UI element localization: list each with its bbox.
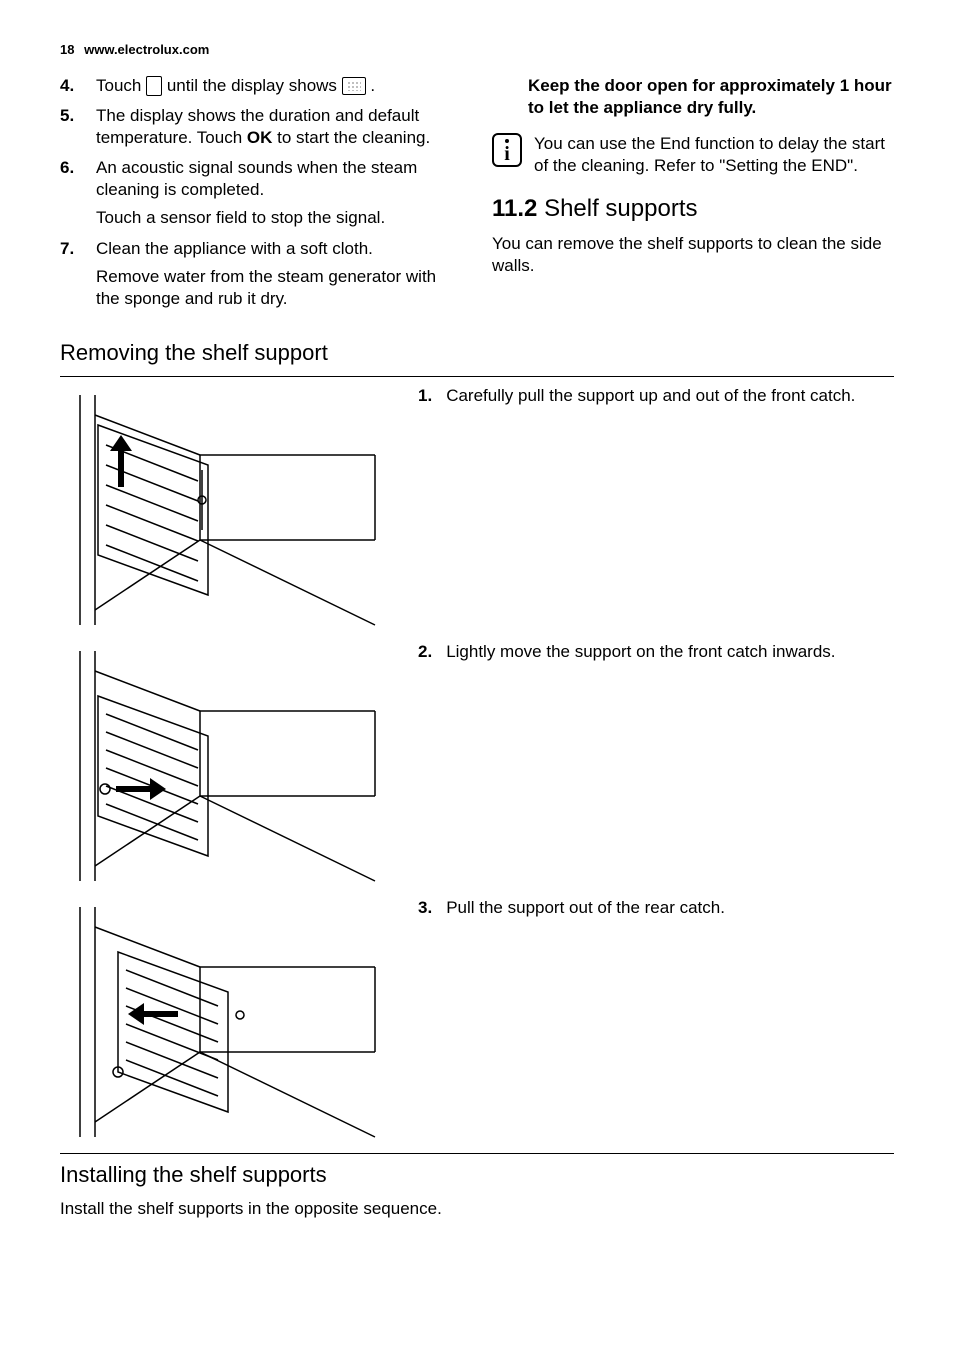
illus-step-2: 2. Lightly move the support on the front… [418,641,894,663]
section-body: You can remove the shelf supports to cle… [492,233,894,277]
info-text: You can use the End function to delay th… [534,133,894,177]
step-5: 5. The display shows the duration and de… [96,105,462,149]
illus-row-1: 1. Carefully pull the support up and out… [60,385,894,631]
step-list: 4. Touch until the display shows . 5. Th… [60,75,462,310]
step-2-col: 2. Lightly move the support on the front… [418,641,894,887]
installing-body: Install the shelf supports in the opposi… [60,1198,460,1220]
illus-row-3: 3. Pull the support out of the rear catc… [60,897,894,1143]
display-icon [342,77,366,95]
section-heading: 11.2 Shelf supports [492,195,894,223]
info-icon: i [492,133,522,167]
step-4: 4. Touch until the display shows . [96,75,462,97]
page-number: 18 [60,42,74,57]
page-header: 18 www.electrolux.com [60,42,894,57]
touch-icon [146,76,162,96]
illus-step-3: 3. Pull the support out of the rear catc… [418,897,894,919]
info-callout: i You can use the End function to delay … [492,133,894,177]
illus-step-1: 1. Carefully pull the support up and out… [418,385,894,407]
illustration-3 [60,897,390,1143]
header-url: www.electrolux.com [84,42,209,57]
right-column: Keep the door open for approximately 1 h… [492,75,894,318]
illustration-1 [60,385,390,631]
bold-note: Keep the door open for approximately 1 h… [492,75,894,119]
top-columns: 4. Touch until the display shows . 5. Th… [60,75,894,318]
left-column: 4. Touch until the display shows . 5. Th… [60,75,462,318]
illus-row-2: 2. Lightly move the support on the front… [60,641,894,887]
step-1-col: 1. Carefully pull the support up and out… [418,385,894,631]
removing-heading: Removing the shelf support [60,340,894,366]
divider-2 [60,1153,894,1154]
installing-heading: Installing the shelf supports [60,1162,894,1188]
divider-1 [60,376,894,377]
illustration-2 [60,641,390,887]
step-3-col: 3. Pull the support out of the rear catc… [418,897,894,1143]
step-6: 6. An acoustic signal sounds when the st… [96,157,462,229]
step-7: 7. Clean the appliance with a soft cloth… [96,238,462,310]
